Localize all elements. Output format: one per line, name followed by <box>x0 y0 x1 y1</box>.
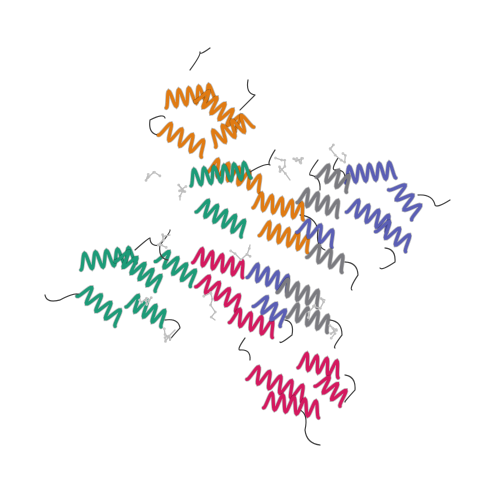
ligand-atom <box>202 294 206 298</box>
ligand-atom <box>164 245 168 249</box>
chain-teal-loop <box>249 149 276 173</box>
chain-magenta-helix <box>296 351 340 380</box>
chain-gray-loop <box>309 159 321 191</box>
chain-teal-loop <box>44 293 81 302</box>
chain-magenta-helix <box>227 307 275 340</box>
chain-magenta-loop <box>238 337 251 361</box>
chain-teal-helix <box>75 285 123 328</box>
ligand-bond <box>308 304 316 313</box>
chain-orange-helix <box>257 220 310 255</box>
chain-magenta <box>159 229 356 446</box>
chain-slate-blue-loop <box>279 319 294 344</box>
ligand-cluster <box>138 296 153 306</box>
chain-teal-helix <box>194 198 247 239</box>
ligand-bond <box>278 166 287 175</box>
chain-teal-helix <box>113 249 163 293</box>
chain-orange <box>149 47 326 255</box>
ligand-cluster <box>177 183 188 201</box>
ligand-cluster <box>292 156 304 165</box>
ligand-cluster <box>306 297 326 319</box>
chain-slate-blue-helix <box>245 262 290 295</box>
ligand-cluster <box>229 244 252 262</box>
chain-teal-helix <box>153 249 198 289</box>
chain-magenta-loop <box>344 374 356 403</box>
ligand-atom <box>329 336 333 340</box>
chain-orange-loop <box>189 47 211 71</box>
ligand-molecules <box>138 143 347 343</box>
chain-slate-blue-helix <box>387 183 423 222</box>
chain-slate-blue-helix <box>251 295 288 329</box>
ligand-cluster <box>274 156 291 181</box>
chain-teal-loop <box>134 237 163 251</box>
chain-teal <box>44 149 276 341</box>
chain-gray-helix <box>305 243 345 274</box>
chain-orange-loop <box>149 115 166 136</box>
chain-slate-blue-helix <box>373 219 412 254</box>
ligand-cluster <box>144 170 162 182</box>
chain-teal-helix <box>124 293 167 329</box>
chain-slate-blue-helix <box>344 198 391 234</box>
chain-teal-helix <box>189 160 253 188</box>
chain-magenta-loop <box>299 409 321 446</box>
chain-gray <box>274 159 359 349</box>
ligand-bond <box>234 252 242 261</box>
ligand-bond <box>209 304 216 313</box>
chain-slate-blue-helix <box>295 218 335 249</box>
ligand-atom <box>229 249 233 253</box>
chain-slate-blue-loop <box>417 194 451 207</box>
chain-orange-helix <box>251 191 305 222</box>
chain-orange-loop <box>239 79 256 111</box>
chain-magenta-helix <box>191 246 245 280</box>
ligand-cluster <box>202 291 217 321</box>
ligand-atom <box>146 173 150 176</box>
ligand-cluster <box>328 324 338 340</box>
ligand-cluster <box>162 327 176 343</box>
chain-magenta-helix <box>313 375 348 408</box>
chain-orange-helix <box>156 121 206 159</box>
ligand-atom <box>162 327 166 331</box>
ligand-atom <box>274 156 277 160</box>
ligand-atom <box>184 185 188 188</box>
protein-chains <box>44 47 451 446</box>
ligand-bond <box>178 184 186 193</box>
chain-magenta-helix <box>194 274 242 314</box>
ligand-atom <box>341 152 345 155</box>
ligand-atom <box>306 316 310 319</box>
chain-orange-helix <box>211 113 256 149</box>
chain-gray-helix <box>285 302 330 335</box>
ligand-cluster <box>156 233 171 249</box>
chain-gray-helix <box>295 187 340 220</box>
chain-gray-loop <box>329 319 343 349</box>
chain-magenta-helix <box>261 391 321 420</box>
chain-slate-blue <box>244 157 451 344</box>
ligand-atom <box>295 157 299 160</box>
ligand-cluster <box>328 143 347 164</box>
chain-gray-helix <box>275 277 320 310</box>
ligand-atom <box>138 298 142 302</box>
chain-magenta-helix <box>245 365 305 404</box>
chain-slate-blue-helix <box>344 160 398 185</box>
chain-slate-blue-loop <box>379 247 396 270</box>
chain-gray-helix <box>314 163 351 194</box>
chain-slate-blue-loop <box>332 157 346 181</box>
chain-gray-loop <box>344 261 359 291</box>
